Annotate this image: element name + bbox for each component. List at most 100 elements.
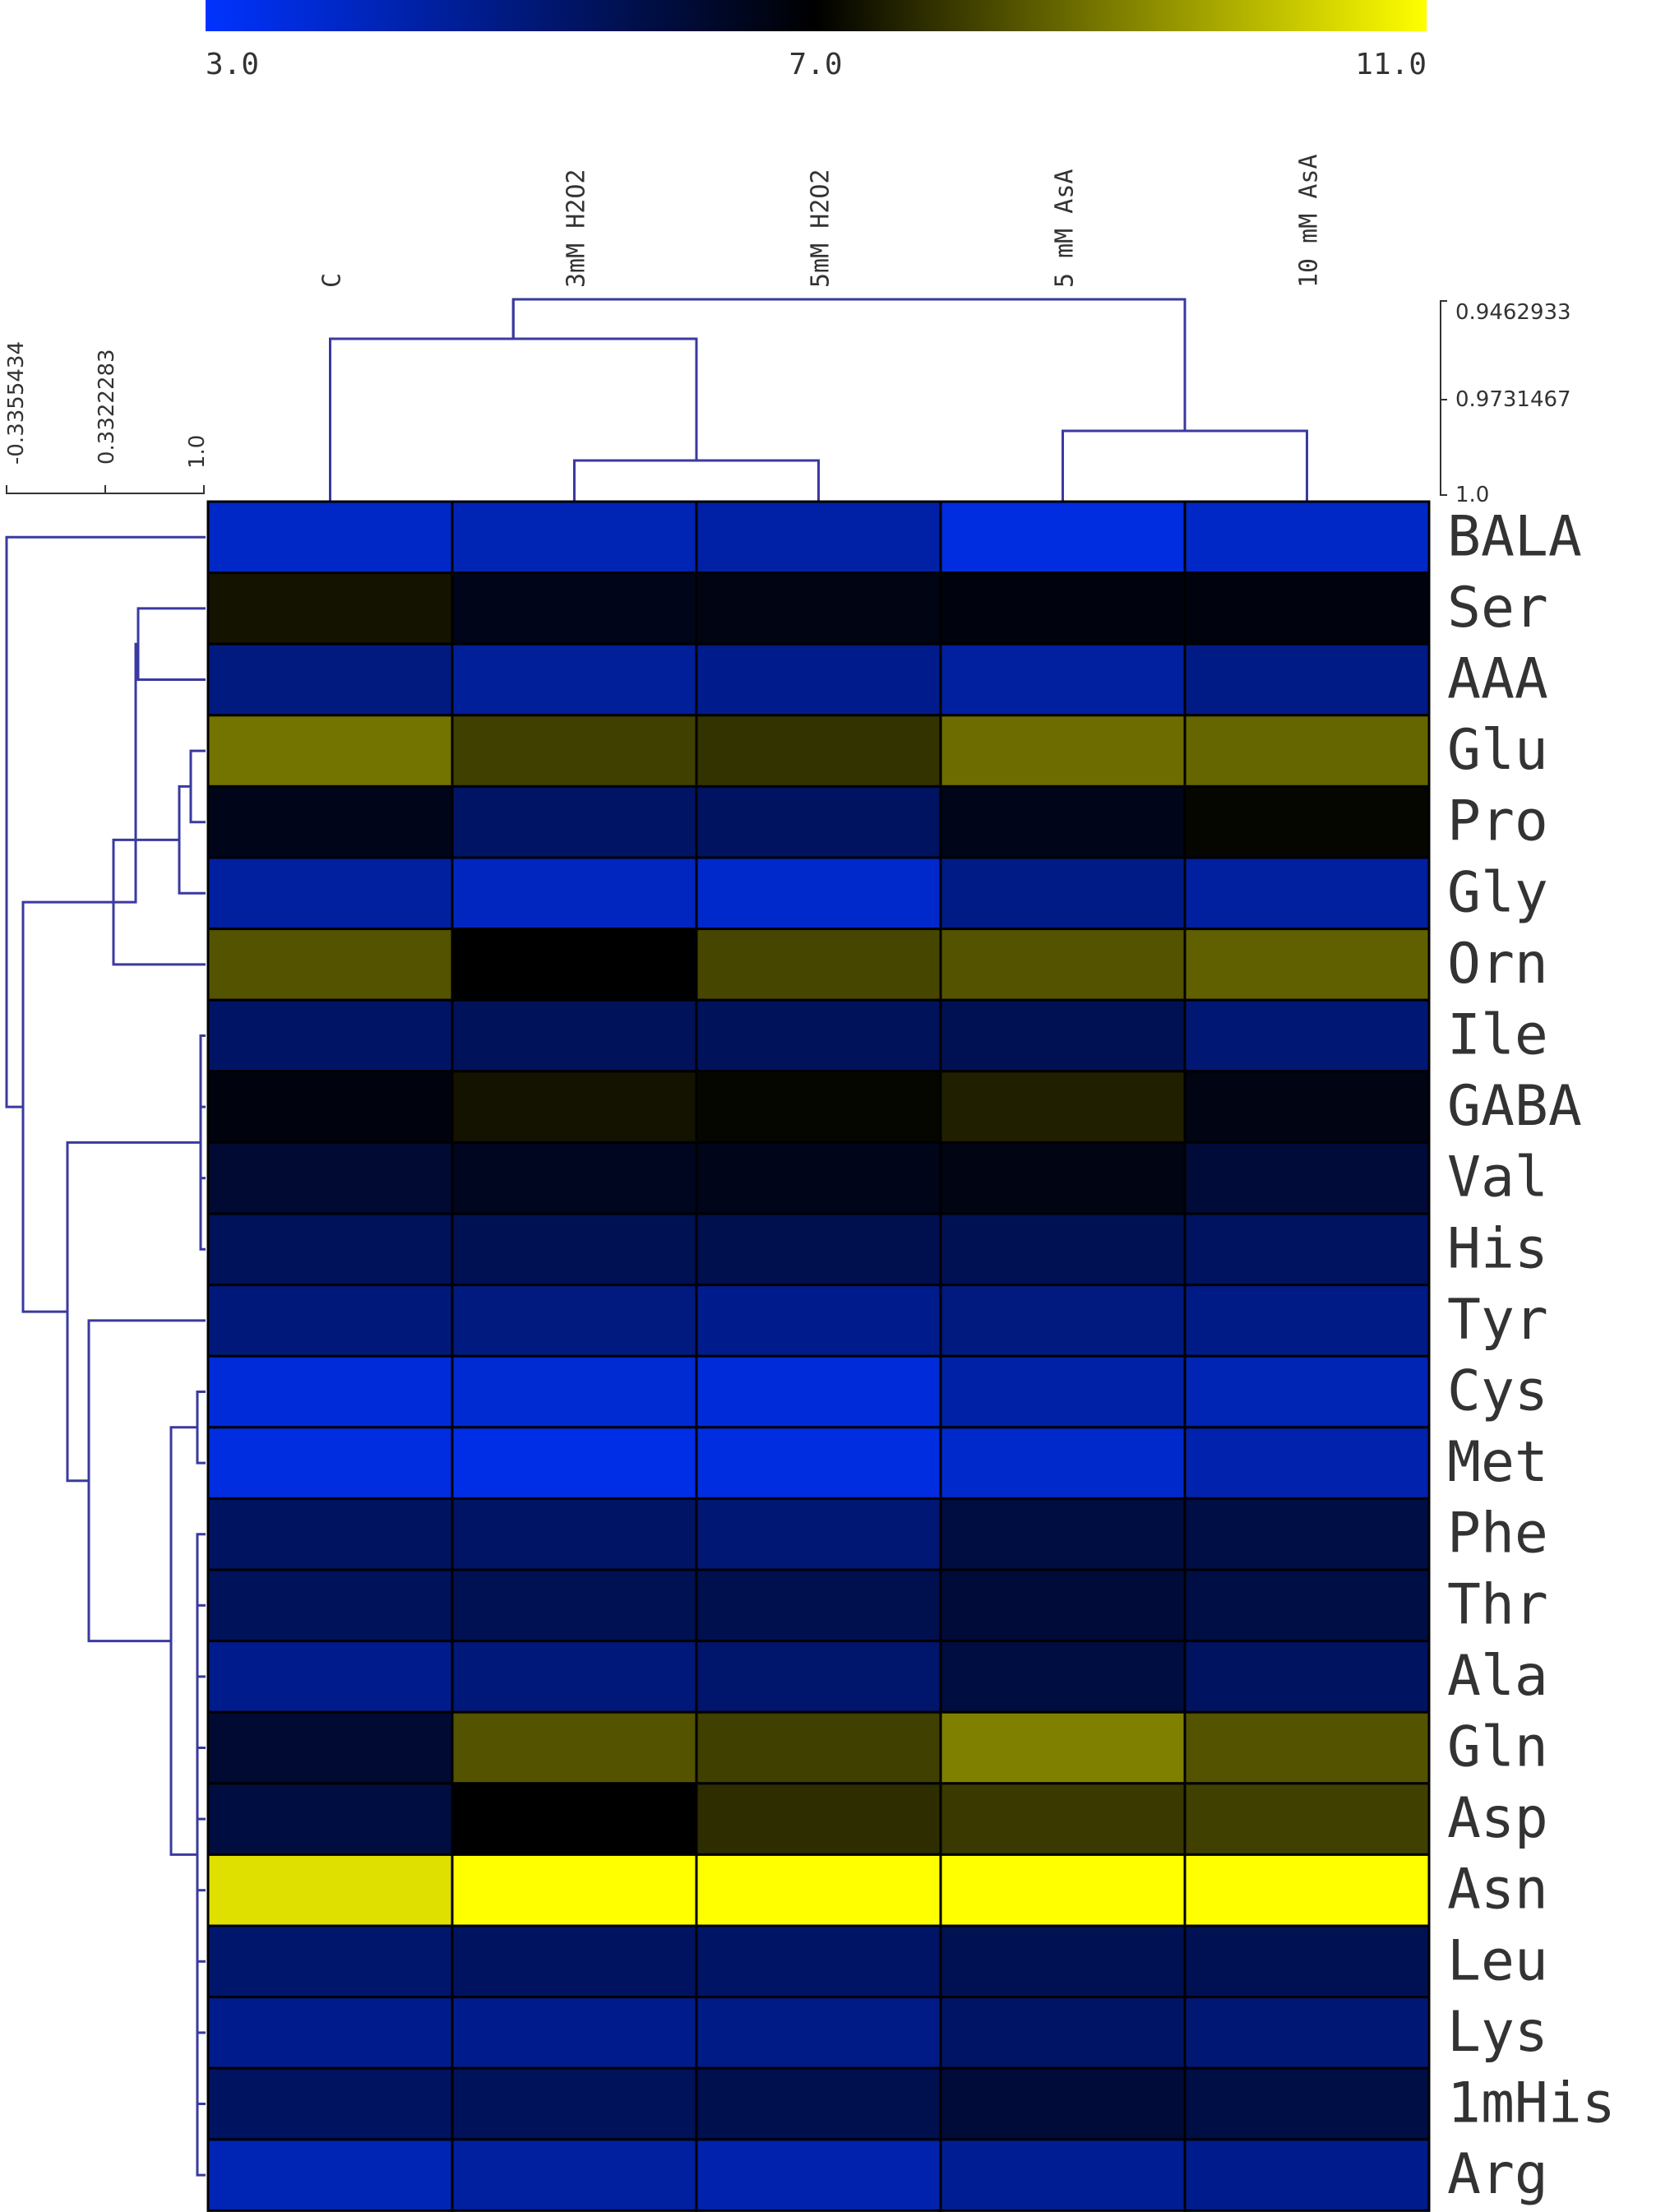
heatmap-cell bbox=[695, 928, 942, 1002]
heatmap-cell bbox=[1183, 856, 1431, 931]
heatmap-cell bbox=[695, 1924, 942, 1999]
heatmap-cell bbox=[451, 1497, 698, 1571]
heatmap-cell bbox=[206, 1568, 454, 1643]
heatmap-cell bbox=[695, 784, 942, 859]
heatmap-cell bbox=[939, 642, 1186, 717]
dendrogram-branch bbox=[136, 607, 206, 681]
heatmap-cell bbox=[1183, 642, 1431, 717]
heatmap-cell bbox=[206, 1354, 454, 1429]
row-scale-label-left: -0.3355434 bbox=[4, 341, 29, 465]
dendrogram-branch bbox=[178, 784, 206, 895]
heatmap-cell bbox=[939, 1996, 1186, 2070]
heatmap-cell bbox=[939, 1568, 1186, 1643]
dendrogram-branch bbox=[189, 749, 206, 824]
row-label: Ile bbox=[1447, 1003, 1548, 1068]
row-scale-label-mid: 0.3322283 bbox=[95, 349, 119, 465]
heatmap-cell bbox=[695, 1640, 942, 1714]
heatmap-cell bbox=[939, 2066, 1186, 2141]
heatmap-cell bbox=[206, 784, 454, 859]
heatmap-cell bbox=[451, 2066, 698, 2141]
heatmap-cell bbox=[939, 1640, 1186, 1714]
dendrogram-branch bbox=[199, 1034, 206, 1251]
heatmap-cell bbox=[206, 2066, 454, 2141]
heatmap-cell bbox=[939, 928, 1186, 1002]
heatmap-cell bbox=[695, 1354, 942, 1429]
heatmap-cell bbox=[206, 1924, 454, 1999]
row-label: Pro bbox=[1447, 789, 1548, 854]
heatmap-cell bbox=[451, 572, 698, 646]
heatmap-cell bbox=[451, 784, 698, 859]
column-label: C bbox=[318, 273, 347, 288]
heatmap-cell bbox=[939, 714, 1186, 788]
heatmap-cell bbox=[206, 500, 454, 575]
heatmap-cell bbox=[1183, 1212, 1431, 1287]
column-labels: C 3mM H2O2 5mM H2O2 5 mM AsA 10 mM AsA bbox=[318, 154, 1324, 288]
heatmap-cell bbox=[695, 1782, 942, 1856]
heatmap-cell bbox=[939, 2138, 1186, 2212]
dendrogram-branch bbox=[196, 1391, 206, 1465]
heatmap-cell bbox=[939, 784, 1186, 859]
heatmap-cell bbox=[695, 1284, 942, 1358]
col-scale-label-bottom: 1.0 bbox=[1455, 483, 1489, 507]
heatmap-cell bbox=[1183, 572, 1431, 646]
heatmap-cell bbox=[1183, 2066, 1431, 2141]
column-label: 10 mM AsA bbox=[1295, 154, 1324, 288]
row-label: Glu bbox=[1447, 718, 1548, 783]
column-dendrogram bbox=[329, 298, 1308, 502]
heatmap-cells bbox=[206, 500, 1431, 2212]
heatmap-cell bbox=[1183, 1924, 1431, 1999]
heatmap-cell bbox=[451, 2138, 698, 2212]
dendrogram-branch bbox=[169, 1426, 197, 1856]
heatmap-cell bbox=[1183, 1568, 1431, 1643]
heatmap-cell bbox=[1183, 1497, 1431, 1571]
row-label: AAA bbox=[1447, 647, 1548, 712]
heatmap-cell bbox=[695, 714, 942, 788]
heatmap-cell bbox=[206, 1497, 454, 1571]
heatmap-cell bbox=[206, 1996, 454, 2070]
row-label: Asp bbox=[1447, 1786, 1548, 1851]
heatmap-cell bbox=[695, 856, 942, 931]
row-dendrogram bbox=[5, 535, 206, 2177]
heatmap-cell bbox=[451, 1284, 698, 1358]
heatmap-cell bbox=[206, 1853, 454, 1927]
heatmap-cell bbox=[1183, 1284, 1431, 1358]
heatmap-cell bbox=[695, 1568, 942, 1643]
heatmap-cell bbox=[1183, 998, 1431, 1073]
heatmap-cell bbox=[206, 1141, 454, 1215]
dendrogram-branch bbox=[113, 642, 138, 904]
heatmap-cell bbox=[206, 714, 454, 788]
heatmap-cell bbox=[695, 1996, 942, 2070]
heatmap-cell bbox=[206, 1640, 454, 1714]
heatmap-cell bbox=[206, 1212, 454, 1287]
heatmap-cell bbox=[939, 1426, 1186, 1500]
row-label: Orn bbox=[1447, 932, 1548, 997]
row-label: BALA bbox=[1447, 504, 1582, 569]
column-label: 5mM H2O2 bbox=[807, 169, 835, 289]
heatmap-cell bbox=[451, 1924, 698, 1999]
col-dendrogram-scale bbox=[1440, 300, 1447, 496]
heatmap-cell bbox=[695, 2066, 942, 2141]
heatmap-cell bbox=[206, 998, 454, 1073]
heatmap-cell bbox=[1183, 784, 1431, 859]
heatmap-cell bbox=[1183, 1426, 1431, 1500]
scale-tick-min: 3.0 bbox=[206, 48, 259, 81]
row-label: Tyr bbox=[1447, 1288, 1548, 1353]
row-label: Cys bbox=[1447, 1359, 1548, 1424]
heatmap-cell bbox=[1183, 1070, 1431, 1144]
heatmap-cell bbox=[451, 642, 698, 717]
heatmap-cell bbox=[451, 1212, 698, 1287]
row-label: Leu bbox=[1447, 1928, 1548, 1993]
column-label: 5 mM AsA bbox=[1051, 169, 1080, 289]
dendrogram-branch bbox=[87, 1319, 206, 1643]
heatmap-cell bbox=[1183, 1782, 1431, 1856]
heatmap-cell bbox=[451, 1782, 698, 1856]
heatmap-cell bbox=[451, 1568, 698, 1643]
heatmap-cell bbox=[206, 1426, 454, 1500]
heatmap-cell bbox=[451, 1141, 698, 1215]
col-scale-label-mid: 0.9731467 bbox=[1455, 387, 1571, 412]
row-label: Phe bbox=[1447, 1502, 1548, 1566]
heatmap-cell bbox=[695, 642, 942, 717]
heatmap-cell bbox=[451, 928, 698, 1002]
